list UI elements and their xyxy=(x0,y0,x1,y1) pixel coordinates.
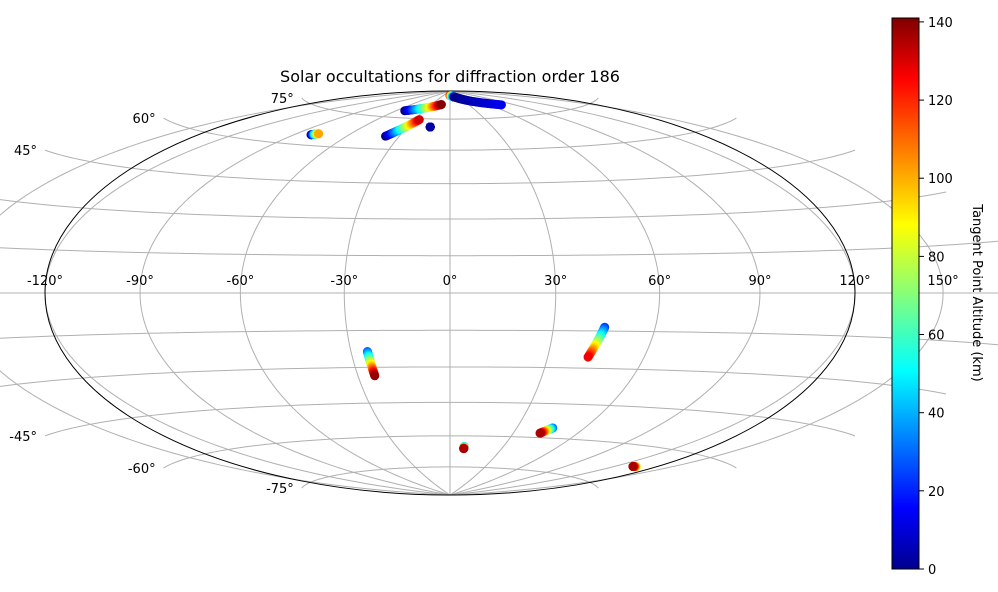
lon-tick-label: -90° xyxy=(126,274,154,289)
colorbar-tick-label: 40 xyxy=(928,407,945,422)
parallel--15 xyxy=(0,329,998,346)
chart-title: Solar occultations for diffraction order… xyxy=(280,67,620,86)
occultation-point xyxy=(370,371,380,381)
lon-tick-label: 0° xyxy=(443,274,458,289)
parallel-75 xyxy=(301,97,599,120)
colorbar-label: Tangent Point Altitude (km) xyxy=(969,203,984,381)
occultation-point xyxy=(314,129,324,139)
colorbar-tick-label: 20 xyxy=(928,485,945,500)
colorbar-tick-label: 60 xyxy=(928,329,945,344)
longitude-labels: -150°-120°-90°-60°-30°0°30°60°90°120°150… xyxy=(27,274,959,289)
latitude-labels: -75°-60°-45°-30°-15°0°15°30°45°60°75° xyxy=(9,92,294,497)
lat-tick-label: 60° xyxy=(133,112,156,127)
data-points xyxy=(306,90,641,472)
lat-tick-label: -45° xyxy=(9,430,37,445)
parallel-30 xyxy=(0,191,947,220)
lon-tick-label: -60° xyxy=(227,274,255,289)
lon-tick-label: 150° xyxy=(927,274,958,289)
colorbar-frame xyxy=(891,17,920,570)
parallel-60 xyxy=(163,117,737,151)
occultation-point xyxy=(459,444,469,454)
colorbar-tick-label: 100 xyxy=(928,172,953,187)
parallel-45 xyxy=(44,149,856,185)
occultation-point xyxy=(414,115,424,125)
colorbar-tick-label: 140 xyxy=(928,16,953,31)
lon-tick-label: 90° xyxy=(748,274,771,289)
colorbar-tick-label: 120 xyxy=(928,94,953,109)
occultation-point xyxy=(535,428,545,438)
lat-tick-label: 75° xyxy=(271,92,294,107)
lon-tick-label: 120° xyxy=(839,274,870,289)
colorbar xyxy=(892,18,919,569)
lon-tick-label: -30° xyxy=(330,274,358,289)
parallel-15 xyxy=(0,240,998,257)
lat-tick-label: 45° xyxy=(14,144,37,159)
parallel--75 xyxy=(301,466,599,489)
parallel--60 xyxy=(163,435,737,469)
lon-tick-label: -120° xyxy=(27,274,63,289)
parallel--45 xyxy=(44,401,856,437)
occultation-point xyxy=(496,100,506,110)
occultation-point xyxy=(436,100,446,110)
colorbar-tick-label: 0 xyxy=(928,563,936,578)
colorbar-tick-label: 80 xyxy=(928,250,945,265)
occultation-point xyxy=(583,352,593,362)
lon-tick-label: 60° xyxy=(648,274,671,289)
parallel--30 xyxy=(0,366,947,395)
occultation-point xyxy=(425,122,435,132)
lon-tick-label: 30° xyxy=(544,274,567,289)
lat-tick-label: -60° xyxy=(128,462,156,477)
occultation-point xyxy=(628,462,638,471)
lat-tick-label: -75° xyxy=(266,482,294,497)
colorbar-ticks: 0 20 40 60 80 100 120 140 xyxy=(919,16,953,578)
graticule xyxy=(0,90,998,496)
